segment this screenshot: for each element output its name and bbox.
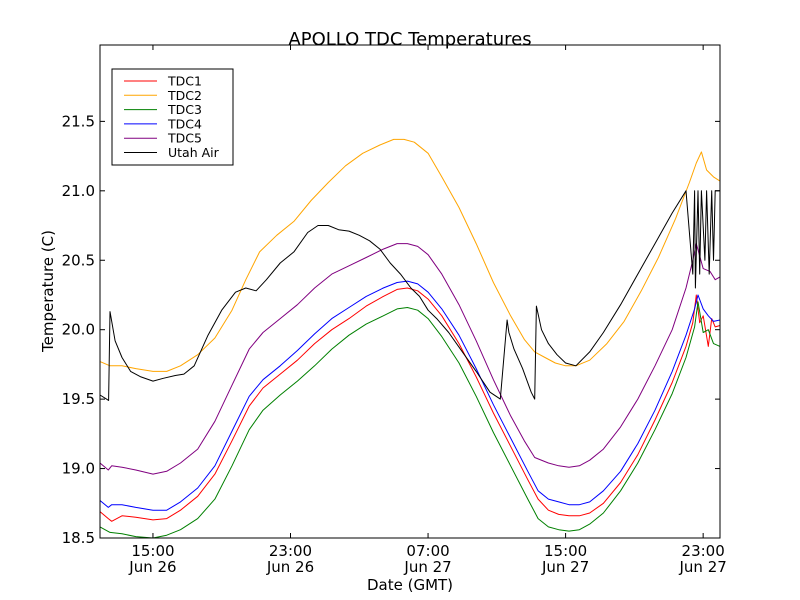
x-tick-label-date: Jun 26 (266, 558, 314, 576)
series-line-tdc3 (99, 301, 721, 539)
legend-label-tdc1: TDC1 (167, 74, 202, 89)
y-tick-label: 21.0 (62, 182, 95, 200)
series-line-utah-air (99, 190, 720, 401)
series-line-tdc2 (99, 138, 721, 372)
x-tick-label-date: Jun 27 (679, 558, 727, 576)
x-tick-label-time: 23:00 (269, 542, 312, 560)
y-tick-label: 20.0 (62, 321, 95, 339)
y-tick-label: 18.5 (62, 529, 95, 547)
legend-label-utah-air: Utah Air (168, 145, 220, 160)
y-axis-label: Temperature (C) (39, 230, 57, 353)
legend-label-tdc3: TDC3 (167, 102, 202, 117)
y-tick-label: 19.0 (62, 460, 95, 478)
series-layer (99, 138, 721, 539)
x-axis-label: Date (GMT) (367, 576, 453, 594)
legend-label-tdc5: TDC5 (167, 131, 202, 146)
y-tick-label: 19.5 (62, 390, 95, 408)
x-tick-label-time: 07:00 (406, 542, 449, 560)
legend-box (111, 68, 234, 166)
legend-label-tdc4: TDC4 (167, 116, 202, 131)
x-tick-label-time: 15:00 (544, 542, 587, 560)
series-line-tdc4 (99, 280, 721, 511)
y-axis: 18.5 19.0 19.5 20.0 20.5 21.0 21.5 (62, 112, 720, 547)
y-tick-label: 20.5 (62, 251, 95, 269)
plot-frame (99, 44, 721, 539)
x-tick-label-time: 15:00 (131, 542, 174, 560)
x-tick-label-time: 23:00 (682, 542, 725, 560)
y-tick-label: 21.5 (62, 112, 95, 130)
series-line-tdc1 (99, 287, 721, 522)
series-line-tdc5 (99, 243, 721, 475)
legend-label-tdc2: TDC2 (167, 88, 202, 103)
chart-title: APOLLO TDC Temperatures (288, 29, 531, 50)
x-tick-label-date: Jun 27 (403, 558, 451, 576)
x-tick-label-date: Jun 27 (541, 558, 589, 576)
x-tick-label-date: Jun 26 (128, 558, 176, 576)
